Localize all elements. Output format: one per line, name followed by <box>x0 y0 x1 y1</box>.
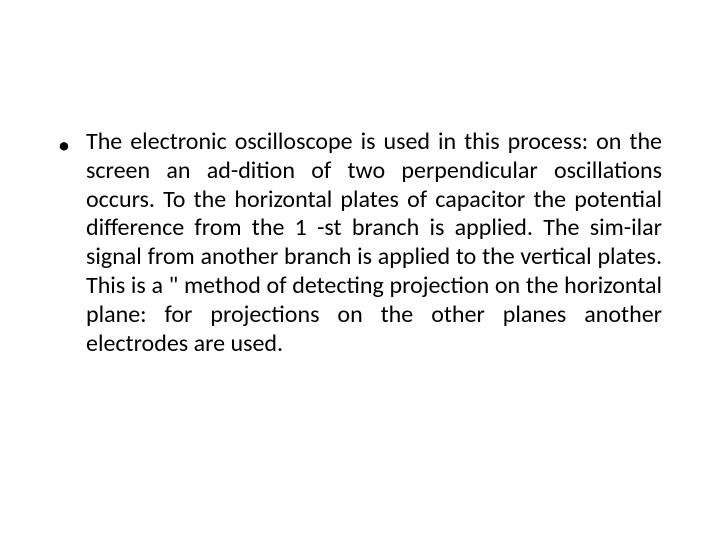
slide-body: • The electronic oscilloscope is used in… <box>58 128 662 358</box>
slide: • The electronic oscilloscope is used in… <box>0 0 720 540</box>
list-item: • The electronic oscilloscope is used in… <box>58 128 662 358</box>
bullet-text: The electronic oscilloscope is used in t… <box>86 128 662 358</box>
bullet-marker: • <box>58 128 86 161</box>
